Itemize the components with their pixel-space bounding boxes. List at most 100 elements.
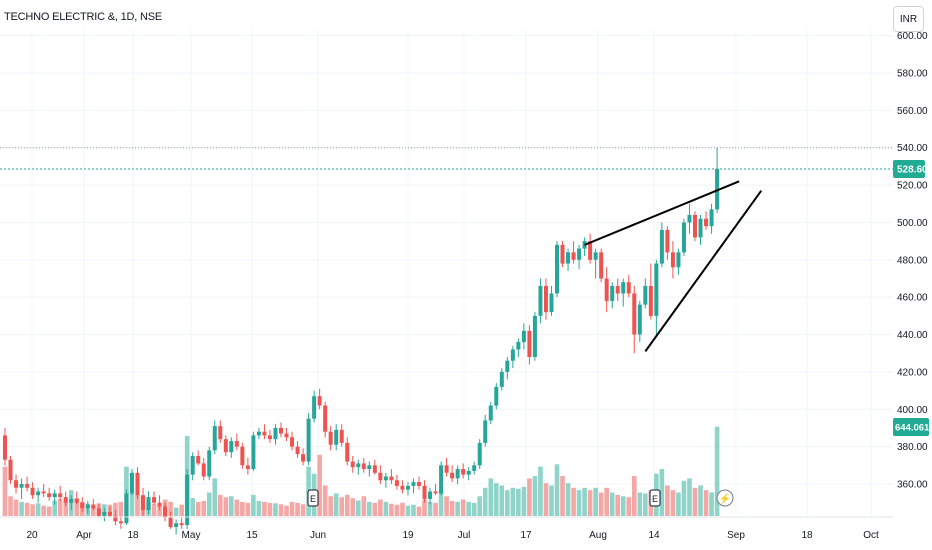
volume-bar [571,487,576,516]
y-tick-label: 600.00 [897,31,928,42]
candle-body [693,214,697,238]
candle-body [185,474,190,526]
candle-body [643,285,648,305]
candle-body [306,418,311,462]
x-tick-label: Apr [76,530,92,541]
candle-body [212,426,217,451]
x-tick-label: 15 [246,530,258,541]
x-tick-label: 18 [127,530,139,541]
volume-bar [52,500,57,516]
candle-body [378,472,383,481]
candle-body [201,463,206,477]
candle-body [168,517,173,527]
volume-bar [587,490,593,516]
candle-body [405,485,410,490]
split-marker [716,489,734,507]
volume-bar [405,505,411,516]
volume-bar [383,501,389,516]
volume-bar [267,502,273,516]
candle-body [91,504,96,509]
candle-body [273,427,278,440]
split-marker-icon: ⚡ [719,492,731,505]
candle-body [538,285,543,316]
volume-bar [179,504,184,516]
y-tick-label: 580.00 [897,69,928,80]
volume-bar [449,500,455,516]
volume-bar [493,483,499,516]
last-price-tag [893,160,925,179]
volume-bar [637,492,643,516]
ticker-title: TECHNO ELECTRIC &, 1D, NSE [4,11,162,23]
candle-body [709,209,714,227]
volume-bar [565,483,571,516]
candle-body [505,360,510,372]
candle-body [190,455,195,475]
volume-bar [135,494,140,516]
volume-bar [378,499,383,516]
candle-body [129,472,134,494]
volume-bar [438,490,444,516]
candle-body [510,349,515,361]
x-tick-label: 20 [26,530,38,541]
candle-body [577,248,582,260]
candle-body [659,229,664,264]
volume-bar [8,496,13,516]
candle-body [25,484,30,488]
volume-bar [714,426,720,516]
volume-bar [322,485,328,516]
y-tick-label: 560.00 [897,106,928,117]
volume-bar [35,503,41,516]
candle-body [218,426,223,440]
x-tick-label: Jul [458,530,471,541]
candle-body [516,342,521,350]
volume-bar [488,478,494,516]
volume-bar [516,488,521,516]
candle-body [648,285,653,316]
y-tick-label: 420.00 [897,367,928,378]
volume-bar [262,501,267,516]
candle-body [566,252,571,264]
candle-body [543,285,548,313]
candle-body [670,252,675,268]
volume-bar [659,469,665,516]
volume-bar [245,502,251,516]
candle-body [593,252,598,260]
y-tick-label: 500.00 [897,218,928,229]
volume-bar [328,496,333,516]
candle-body [157,502,162,507]
candle-body [174,523,179,527]
volume-bar [317,454,322,516]
volume-bar [13,499,19,516]
candle-body [256,431,261,436]
volume-bar [74,498,80,516]
candle-body [450,472,455,479]
volume-bar [333,493,339,516]
volume-bar [168,501,173,516]
candle-body [549,293,554,313]
candle-body [610,285,615,301]
volume-bar [598,492,604,516]
candle-body [196,455,201,464]
candle-body [477,442,482,466]
candle-body [698,218,703,238]
trendlines [584,180,763,352]
candle-body [163,506,168,518]
volume-bar [251,494,256,516]
volume-bar [284,505,289,516]
candle-body [356,463,361,468]
volume-bar [411,504,416,516]
earnings-marker-label: E [652,494,658,504]
volume-bar [538,466,543,516]
volume-bar [444,496,449,516]
volume-bar [118,501,124,516]
volume-bar [344,494,350,516]
currency-button[interactable]: INR [893,6,924,32]
candle-body [422,485,427,499]
volume-bar [339,497,345,516]
candle-body [118,521,123,524]
candle-body [223,439,228,453]
candle-body [621,282,626,294]
volume-bar [471,502,477,516]
y-tick-label: 520.00 [897,181,928,192]
